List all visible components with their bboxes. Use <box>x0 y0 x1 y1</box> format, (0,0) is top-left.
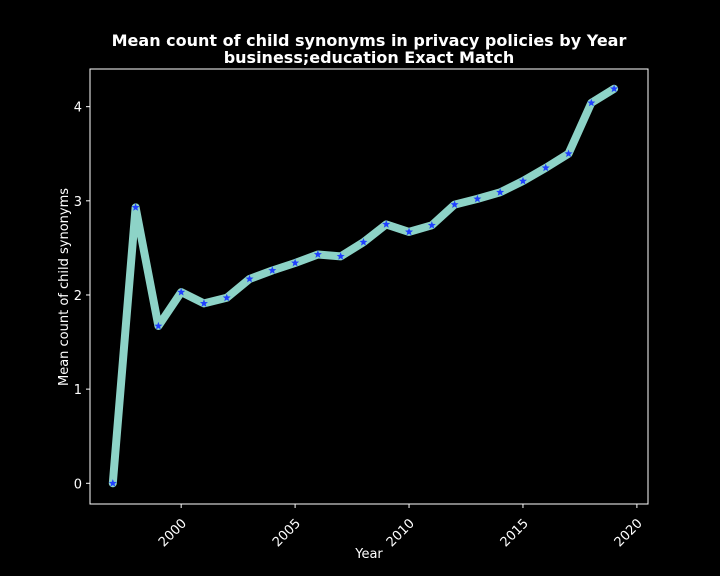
y-axis-label: Mean count of child synonyms <box>57 188 72 386</box>
data-point <box>336 252 345 260</box>
data-point <box>291 258 300 267</box>
data-point <box>610 84 619 93</box>
data-point <box>427 221 436 229</box>
data-point <box>245 274 254 283</box>
data-point <box>450 200 459 208</box>
x-tick-label: 2020 <box>612 516 646 550</box>
data-point <box>359 238 368 246</box>
chart-title: Mean count of child synonyms in privacy … <box>112 31 627 50</box>
chart-subtitle: business;education Exact Match <box>224 48 515 67</box>
series-markers <box>108 84 619 487</box>
x-tick-label: 2000 <box>156 516 190 550</box>
x-tick-label: 2010 <box>384 516 418 550</box>
data-point <box>496 188 505 196</box>
y-tick-label: 4 <box>74 101 82 116</box>
plot-frame <box>89 68 649 505</box>
data-point <box>154 321 163 330</box>
data-point <box>177 287 186 296</box>
y-tick-label: 0 <box>74 477 82 492</box>
y-tick-label: 2 <box>74 289 82 304</box>
data-point <box>587 98 596 107</box>
data-point <box>313 250 322 258</box>
data-point <box>222 293 231 302</box>
series-line <box>108 84 619 488</box>
y-axis: 0 1 2 3 4 <box>74 101 90 492</box>
x-tick-label: 2005 <box>270 516 304 550</box>
data-point <box>405 227 414 236</box>
x-axis-label: Year <box>354 547 383 562</box>
y-tick-label: 3 <box>74 195 82 210</box>
y-tick-label: 1 <box>74 383 82 398</box>
data-point <box>268 266 277 274</box>
x-tick-label: 2015 <box>498 516 532 550</box>
data-point <box>473 194 482 203</box>
data-point <box>518 176 527 185</box>
data-point <box>564 149 573 158</box>
x-axis: 2000 2005 2010 2015 2020 <box>156 504 646 550</box>
data-point <box>108 479 117 487</box>
data-point <box>131 203 140 211</box>
data-point <box>541 163 550 172</box>
data-point <box>199 299 208 307</box>
data-point <box>382 220 391 228</box>
